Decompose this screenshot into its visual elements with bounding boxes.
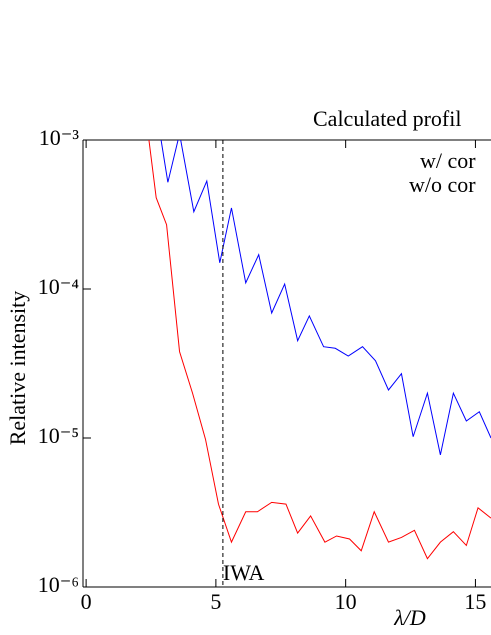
- x-tick-label: 5: [210, 589, 221, 614]
- x-tick-label: 0: [81, 589, 92, 614]
- legend-label: w/ cor: [420, 148, 476, 173]
- y-tick-label: 10⁻⁴: [38, 274, 80, 299]
- chart-title: Calculated profil: [313, 106, 461, 131]
- y-tick-label: 10⁻⁶: [38, 572, 79, 597]
- legend-label: w/o cor: [409, 172, 476, 197]
- plot-area: [148, 140, 491, 560]
- x-tick-label: 10: [335, 589, 357, 614]
- annotation-label: IWA: [223, 560, 265, 585]
- data-line: [160, 140, 491, 456]
- y-tick-label: 10⁻³: [39, 125, 80, 150]
- x-axis-label: λ/D: [393, 605, 426, 630]
- y-axis-label: Relative intensity: [5, 291, 30, 446]
- y-tick-label: 10⁻⁵: [38, 423, 79, 448]
- x-tick-label: 15: [464, 589, 486, 614]
- data-line: [148, 140, 491, 560]
